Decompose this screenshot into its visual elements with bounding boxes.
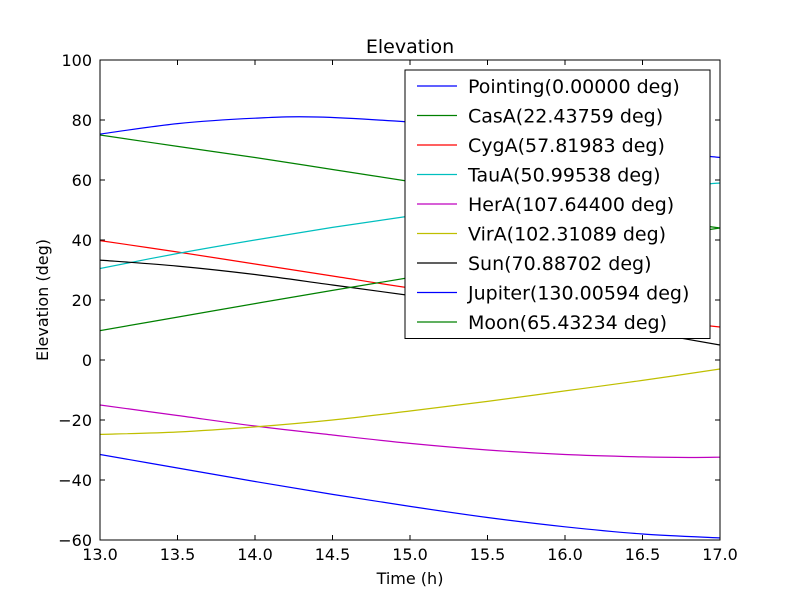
x-tick-label: 14.5 <box>315 545 351 564</box>
x-tick-label: 13.5 <box>160 545 196 564</box>
x-tick-label: 15.0 <box>392 545 428 564</box>
x-tick-label: 13.0 <box>82 545 118 564</box>
legend-label-4: HerA(107.64400 deg) <box>468 194 674 216</box>
y-tick-label: 20 <box>72 291 92 310</box>
y-axis-label: Elevation (deg) <box>33 239 52 361</box>
y-tick-label: 60 <box>72 171 92 190</box>
y-tick-label: 40 <box>72 231 92 250</box>
chart-title: Elevation <box>366 36 454 58</box>
x-tick-label: 17.0 <box>702 545 738 564</box>
y-tick-label: −20 <box>58 411 92 430</box>
series-line-4 <box>100 404 720 459</box>
legend: Pointing(0.00000 deg) CasA(22.43759 deg) C… <box>404 69 711 339</box>
legend-label-1: CasA(22.43759 deg) <box>468 106 663 128</box>
legend-label-3: TauA(50.99538 deg) <box>467 165 660 187</box>
x-tick-label: 15.5 <box>470 545 506 564</box>
legend-label-5: VirA(102.31089 deg) <box>468 224 666 246</box>
y-tick-label: 100 <box>61 51 92 70</box>
legend-label-8: Moon(65.43234 deg) <box>468 312 667 334</box>
x-axis-ticks: 13.0 13.5 14.0 14.5 15.0 15.5 16.0 16.5 17.0 <box>82 60 738 564</box>
x-tick-label: 16.5 <box>625 545 661 564</box>
y-tick-label: 80 <box>72 111 92 130</box>
y-tick-label: 0 <box>82 351 92 370</box>
series-line-7 <box>100 453 720 539</box>
series-line-5 <box>100 368 720 435</box>
y-tick-label: −60 <box>58 531 92 550</box>
x-tick-label: 14.0 <box>237 545 273 564</box>
legend-label-0: Pointing(0.00000 deg) <box>468 76 680 98</box>
x-axis-label: Time (h) <box>376 569 444 588</box>
x-tick-label: 16.0 <box>547 545 583 564</box>
legend-label-2: CygA(57.81983 deg) <box>468 135 665 157</box>
y-axis-ticks: −60 −40 −20 0 20 40 60 80 100 <box>58 51 720 550</box>
legend-label-7: Jupiter(130.00594 deg) <box>467 283 689 305</box>
legend-label-6: Sun(70.88702 deg) <box>468 253 651 275</box>
y-tick-label: −40 <box>58 471 92 490</box>
